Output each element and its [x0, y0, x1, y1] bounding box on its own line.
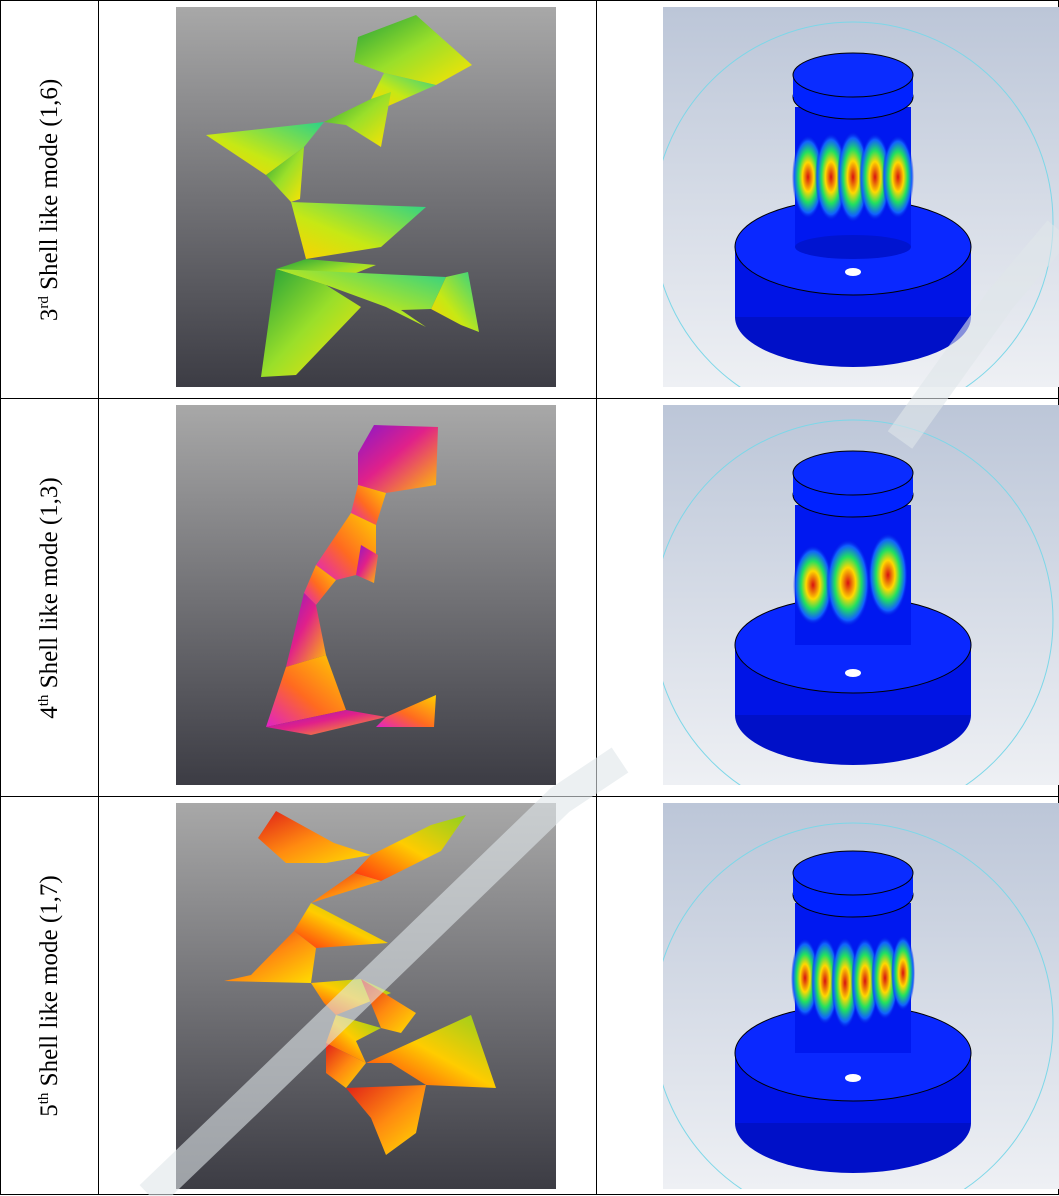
fea-model-render — [663, 7, 1059, 387]
mode-shape-plot — [176, 803, 556, 1189]
mode-shape-image-cell — [98, 398, 597, 797]
table-row: 4th Shell like mode (1,3) — [0, 398, 1059, 797]
mode-label: 5th Shell like mode (1,7) — [35, 874, 63, 1117]
fea-result-image-cell — [596, 398, 1059, 797]
mode-shape-plot — [176, 7, 556, 387]
mode-label: 3rd Shell like mode (1,6) — [35, 78, 63, 321]
fea-model-render — [663, 803, 1059, 1189]
mode-shape-image-cell — [98, 796, 597, 1195]
mode-label-cell: 4th Shell like mode (1,3) — [0, 398, 99, 797]
fea-result-image-cell — [596, 796, 1059, 1195]
table-row: 3rd Shell like mode (1,6) — [0, 0, 1059, 399]
mode-shape-plot — [176, 405, 556, 785]
mode-label: 4th Shell like mode (1,3) — [35, 476, 63, 719]
fea-result-image-cell — [596, 0, 1059, 399]
fea-model-render — [663, 405, 1059, 785]
mode-label-cell: 5th Shell like mode (1,7) — [0, 796, 99, 1195]
table-row: 5th Shell like mode (1,7) — [0, 796, 1059, 1195]
mode-shape-image-cell — [98, 0, 597, 399]
mode-label-cell: 3rd Shell like mode (1,6) — [0, 0, 99, 399]
